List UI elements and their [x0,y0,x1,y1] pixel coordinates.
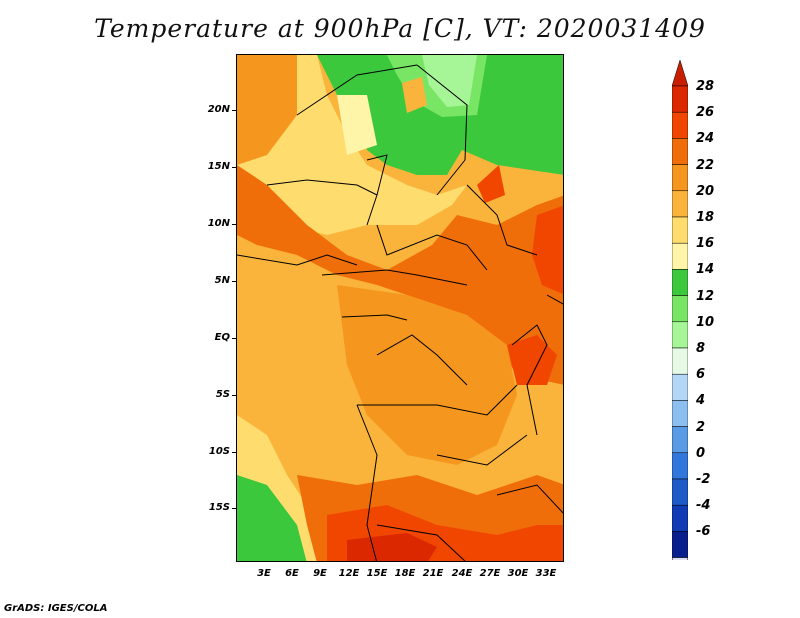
lon-tick-12e: 12E [338,568,360,579]
lon-tick-21e: 21E [422,568,444,579]
colorbar-swatch [671,347,689,375]
lat-tickmark [232,224,236,225]
southern-hottest-spot [347,533,437,561]
colorbar-swatch [671,452,689,480]
lat-tick-5s: 5S [215,389,230,400]
lat-tick-20n: 20N [207,104,230,115]
colorbar-label: -6 [696,524,711,540]
colorbar-bottom-arrow [671,557,689,585]
lat-tickmark [232,508,236,509]
colorbar-swatch [671,190,689,218]
darfur-hot-spot [477,165,505,203]
colorbar-swatch [671,321,689,349]
temperature-map [236,54,564,562]
colorbar-swatch [671,531,689,558]
colorbar-label: 28 [696,79,715,94]
congo-basin [337,285,517,465]
lake-region-hot [507,335,557,385]
sahel-pale-region [337,95,377,155]
east-hot-spot [532,205,563,295]
colorbar-label: 24 [696,131,715,147]
colorbar-label: -2 [696,472,711,487]
lat-tick-5n: 5N [214,275,230,286]
country-borders [237,64,563,561]
colorbar-label: 20 [696,183,715,199]
lat-tick-15n: 15N [207,161,230,172]
colorbar-swatch [671,269,689,296]
sahara-pale-green [422,55,477,107]
lon-tick-33e: 33E [535,568,557,579]
lon-tick-30e: 30E [507,568,529,579]
lon-tick-18e: 18E [394,568,416,579]
lon-tick-27e: 27E [479,568,501,579]
colorbar-swatch [671,504,689,532]
lat-tickmark [232,281,236,282]
footer-credit: GrADS: IGES/COLA [4,603,108,614]
colorbar-label: 8 [696,341,706,356]
lon-tick-6e: 6E [285,568,299,579]
colorbar-label: 18 [696,210,715,225]
lat-tickmark [232,167,236,168]
colorbar-swatch [671,295,689,323]
lat-tickmark [232,452,236,453]
colorbar-label: 4 [696,393,706,409]
lon-tick-9e: 9E [313,568,327,579]
colorbar-top-arrow [671,59,689,87]
colorbar-swatch [671,216,689,244]
colorbar [671,59,689,585]
colorbar-swatch [671,426,689,454]
colorbar-swatch [671,138,689,165]
lat-tick-15s: 15S [208,502,230,513]
colorbar-label: 10 [696,314,715,330]
west-warm-region [237,55,297,165]
colorbar-swatch [671,85,689,113]
colorbar-label: 12 [696,288,715,304]
lat-tick-10s: 10S [208,446,230,457]
colorbar-label: 22 [696,157,715,173]
lat-tickmark [232,395,236,396]
colorbar-label: 14 [696,262,715,278]
colorbar-swatch [671,111,689,139]
colorbar-swatch [671,164,689,192]
lat-tickmark [232,338,236,339]
map-title: Temperature at 900hPa [C], VT: 202003140… [94,14,706,43]
lat-tick-eq: EQ [214,332,230,343]
lon-tick-15e: 15E [366,568,388,579]
lat-tick-10n: 10N [207,218,230,229]
colorbar-label: 26 [696,105,715,121]
lon-tick-3e: 3E [257,568,271,579]
sw-atlantic-green [237,475,307,561]
colorbar-label: 2 [696,419,706,435]
colorbar-label: 6 [696,367,706,383]
colorbar-swatch [671,400,689,427]
colorbar-label: 16 [696,236,715,252]
colorbar-label: -4 [696,498,711,514]
colorbar-swatch [671,242,689,270]
colorbar-label: 0 [696,445,706,461]
colorbar-swatch [671,478,689,506]
sahara-warm-spot [402,77,427,113]
lon-tick-24e: 24E [451,568,473,579]
colorbar-swatch [671,373,689,401]
colorbar-svg [671,59,689,585]
lat-tickmark [232,110,236,111]
